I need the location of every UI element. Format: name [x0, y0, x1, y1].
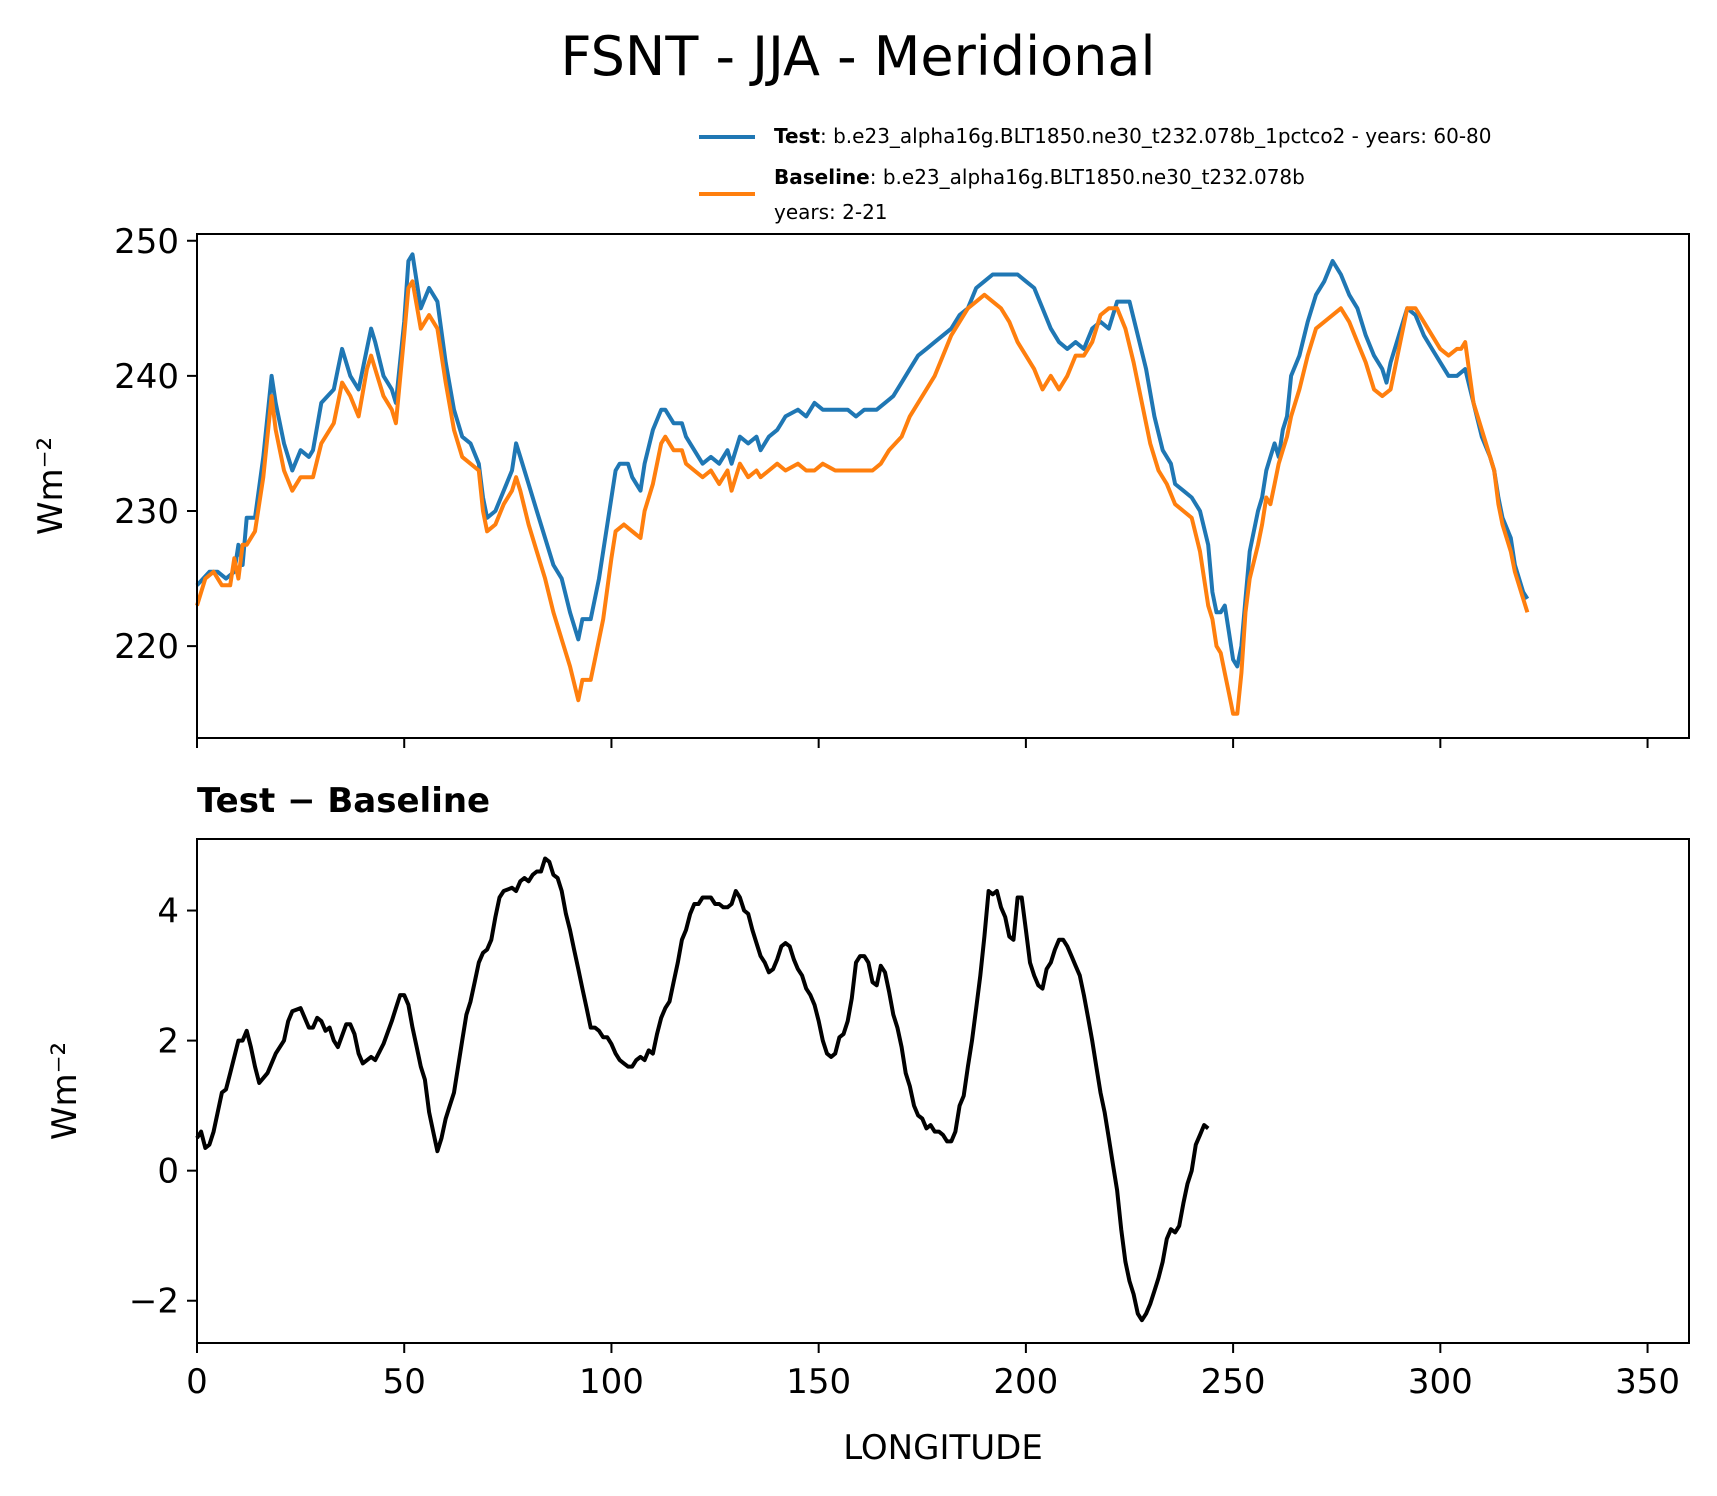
bottom-xtick-label: 250	[1201, 1362, 1266, 1402]
svg-text:Test: b.e23_alpha16g.BLT1850.n: Test: b.e23_alpha16g.BLT1850.ne30_t232.0…	[774, 124, 1492, 148]
figure-title: FSNT - JJA - Meridional	[561, 25, 1156, 88]
top-ytick-label: 240	[114, 357, 179, 397]
bottom-xtick-label: 200	[993, 1362, 1058, 1402]
legend-baseline-years: years: 2-21	[774, 200, 888, 224]
bottom-ytick-label: 0	[157, 1152, 179, 1192]
legend-baseline-name: Baseline	[774, 165, 870, 189]
top-ytick-label: 250	[114, 222, 179, 262]
bottom-ylabel: Wm⁻²	[45, 1042, 85, 1140]
bottom-xtick-label: 150	[786, 1362, 851, 1402]
bottom-xtick-label: 350	[1615, 1362, 1680, 1402]
top-plot-frame	[196, 233, 1690, 739]
legend-test-name: Test	[774, 124, 820, 148]
bottom-xtick-label: 300	[1408, 1362, 1473, 1402]
legend-test-text: : b.e23_alpha16g.BLT1850.ne30_t232.078b_…	[820, 124, 1492, 148]
bottom-series-line-difference	[195, 856, 1210, 1323]
top-plot: 220 230 240 250 Wm⁻²	[31, 222, 1690, 748]
top-series-line-baseline	[195, 279, 1530, 716]
top-series-line-test	[195, 252, 1530, 669]
top-ytick-label: 230	[114, 492, 179, 532]
bottom-xtick-label: 100	[579, 1362, 644, 1402]
legend-baseline-text: : b.e23_alpha16g.BLT1850.ne30_t232.078b	[870, 165, 1305, 189]
top-ytick-label: 220	[114, 627, 179, 667]
bottom-xlabel: LONGITUDE	[843, 1428, 1043, 1468]
bottom-ytick-label: 2	[157, 1022, 179, 1062]
top-ylabel: Wm⁻²	[31, 437, 71, 535]
bottom-xtick-label: 0	[186, 1362, 208, 1402]
bottom-ytick-label: −2	[129, 1282, 179, 1322]
legend: Test: b.e23_alpha16g.BLT1850.ne30_t232.0…	[699, 124, 1492, 224]
bottom-xtick-label: 50	[383, 1362, 426, 1402]
svg-text:Baseline: b.e23_alpha16g.BLT18: Baseline: b.e23_alpha16g.BLT1850.ne30_t2…	[774, 165, 1305, 189]
bottom-subplot-title: Test − Baseline	[197, 781, 490, 821]
bottom-ytick-label: 4	[157, 892, 179, 932]
bottom-plot-frame	[196, 838, 1690, 1344]
